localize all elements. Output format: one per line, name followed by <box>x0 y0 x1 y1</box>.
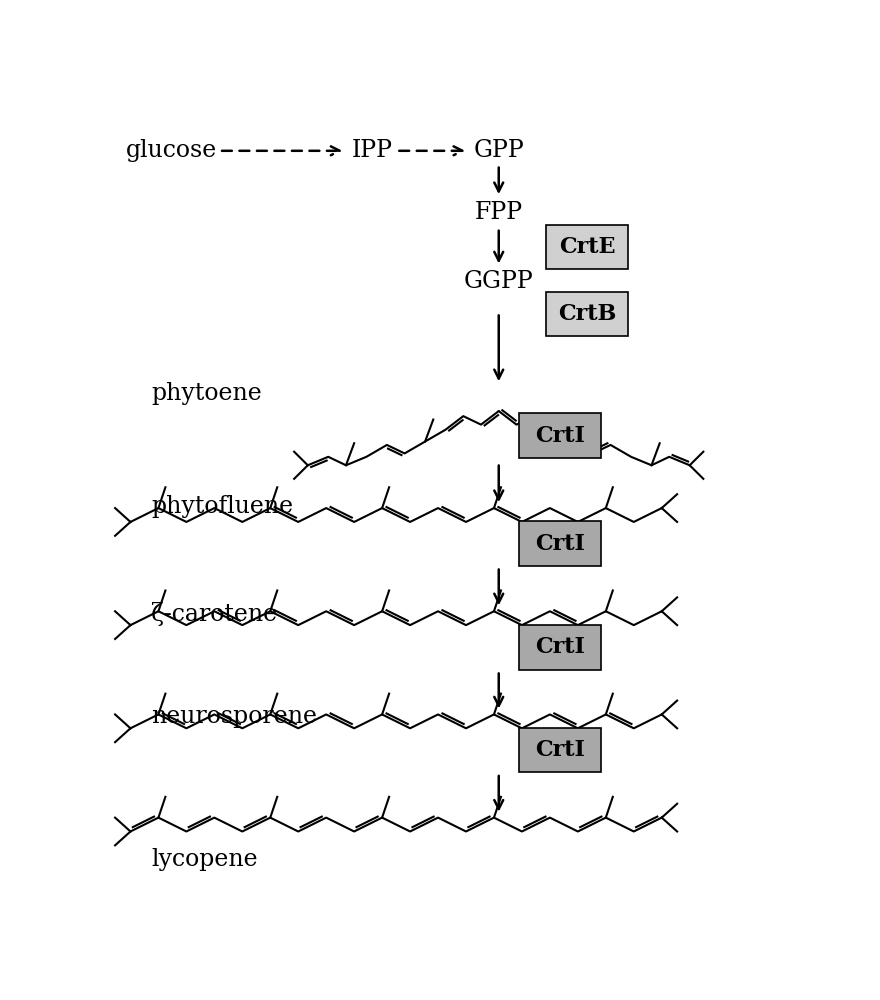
FancyBboxPatch shape <box>519 625 601 670</box>
Text: CrtI: CrtI <box>535 636 585 658</box>
Text: ζ-carotene: ζ-carotene <box>151 602 277 626</box>
FancyBboxPatch shape <box>519 728 601 772</box>
Text: phytofluene: phytofluene <box>151 495 293 518</box>
Text: CrtB: CrtB <box>558 303 617 325</box>
Text: CrtE: CrtE <box>559 236 616 258</box>
Text: CrtI: CrtI <box>535 425 585 447</box>
Text: GGPP: GGPP <box>464 270 533 293</box>
FancyBboxPatch shape <box>546 225 628 269</box>
Text: FPP: FPP <box>474 201 523 224</box>
Text: IPP: IPP <box>352 139 393 162</box>
Text: neurosporene: neurosporene <box>151 705 317 728</box>
FancyBboxPatch shape <box>519 413 601 458</box>
Text: lycopene: lycopene <box>151 848 258 871</box>
Text: GPP: GPP <box>473 139 524 162</box>
FancyBboxPatch shape <box>519 521 601 566</box>
Text: CrtI: CrtI <box>535 532 585 554</box>
FancyBboxPatch shape <box>546 292 628 336</box>
Text: CrtI: CrtI <box>535 739 585 761</box>
Text: phytoene: phytoene <box>151 382 261 405</box>
Text: glucose: glucose <box>126 139 217 162</box>
